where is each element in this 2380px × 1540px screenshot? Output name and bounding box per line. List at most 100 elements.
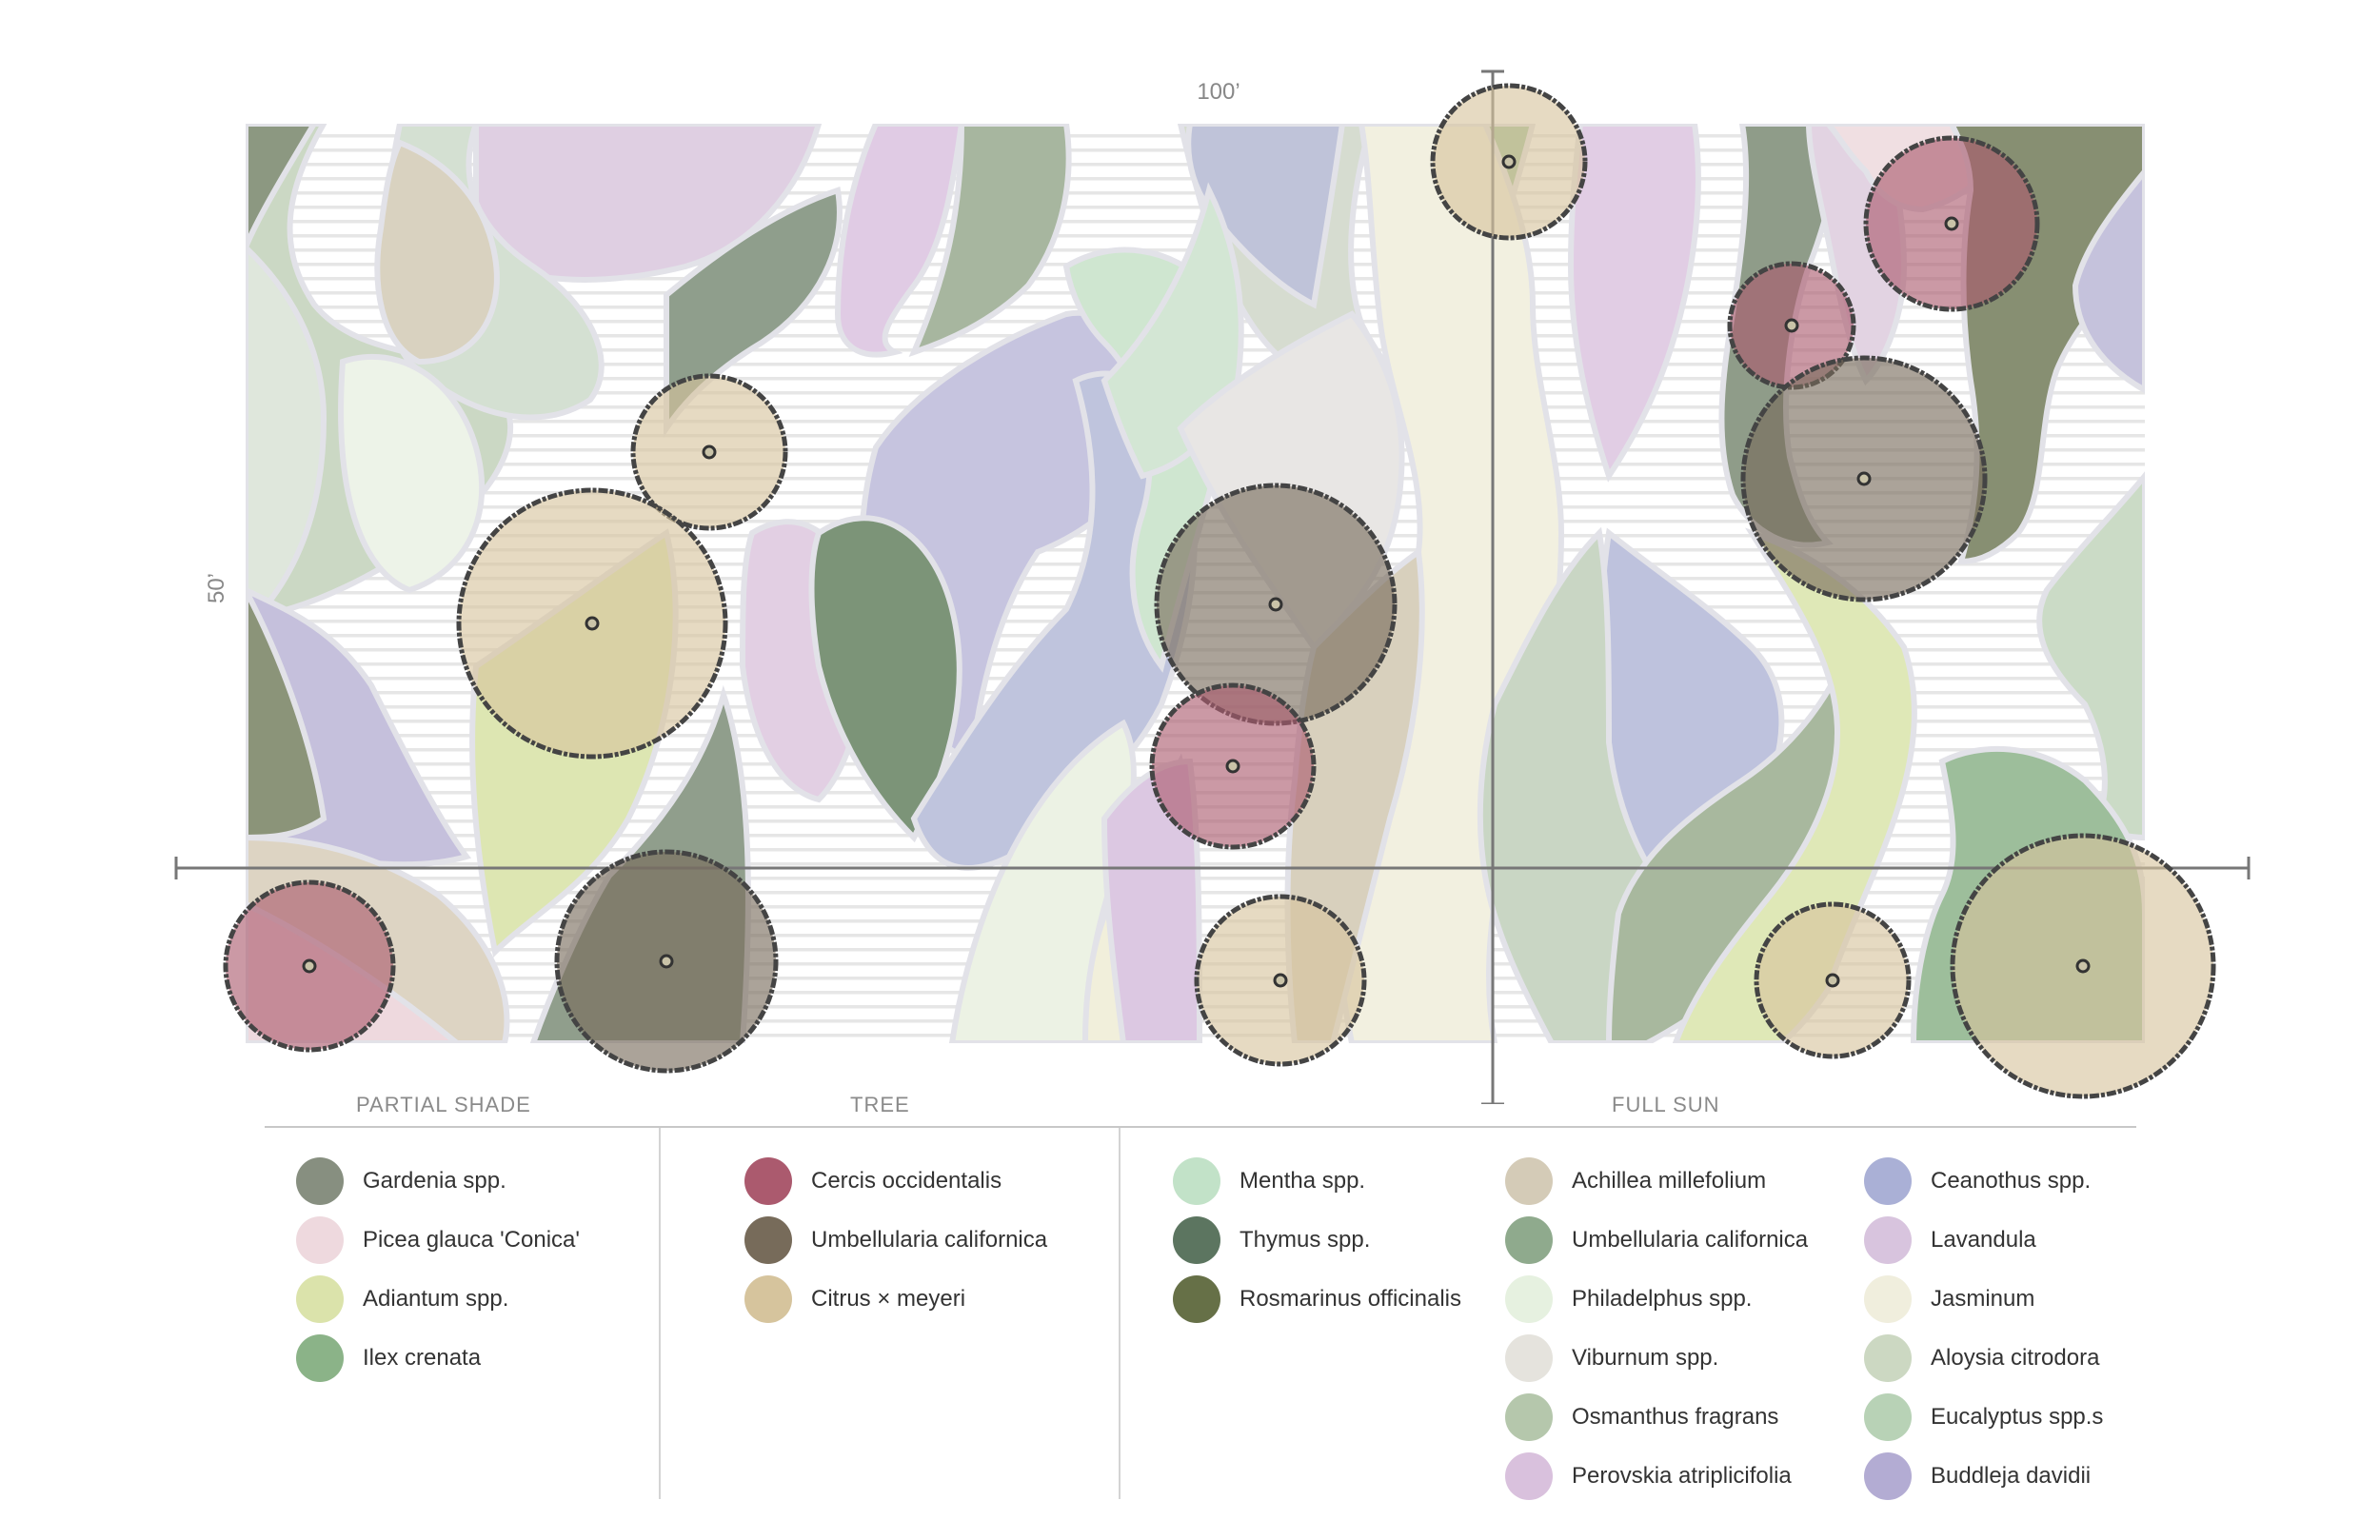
bed-philadelphus-mid [338,353,486,594]
trunk-marker [1856,471,1872,486]
legend-item: Lavandula [1864,1211,2103,1270]
legend-item: Thymus spp. [1173,1211,1461,1270]
tree-canopy [1194,894,1367,1067]
legend-label: Mentha spp. [1240,1168,1366,1194]
bed-osmanthus-top [908,124,1072,357]
legend-swatch [1505,1157,1553,1205]
legend-item: Gardenia spp. [296,1152,580,1211]
zone-label-tree: TREE [850,1093,910,1116]
legend-item: Buddleja davidii [1864,1447,2103,1506]
legend-swatch [1864,1393,1912,1441]
trunk-marker [702,444,717,460]
legend-swatch [1505,1393,1553,1441]
legend-item: Viburnum spp. [1505,1329,1808,1388]
bed-philadelphus-left [246,243,327,633]
tree-canopy [630,373,788,531]
legend-swatch [1505,1452,1553,1500]
legend-item: Cercis occidentalis [744,1152,1047,1211]
legend-swatch [1864,1452,1912,1500]
legend-swatch [1864,1275,1912,1323]
legend-label: Gardenia spp. [363,1168,506,1194]
bed-perovskia [834,124,965,358]
legend-label: Philadelphus spp. [1572,1286,1753,1312]
legend-label: Citrus × meyeri [811,1286,966,1312]
legend-full-sun-2: Achillea millefolium Umbellularia califor… [1505,1152,1808,1506]
tree-canopy [1863,135,2040,312]
legend-column-divider [659,1128,661,1499]
legend-tree: Cercis occidentalis Umbellularia californ… [744,1152,1047,1329]
legend-label: Umbellularia californica [811,1227,1048,1253]
height-dimension-label: 50’ [204,573,229,603]
trunk-marker [1225,759,1240,774]
legend-label: Perovskia atriplicifolia [1572,1463,1792,1489]
legend-swatch [1173,1275,1220,1323]
legend-swatch [1505,1275,1553,1323]
legend-item: Ilex crenata [296,1329,580,1388]
legend-item: Ceanothus spp. [1864,1152,2103,1211]
legend-label: Ilex crenata [363,1345,482,1371]
legend-item: Citrus × meyeri [744,1270,1047,1329]
legend-item: Mentha spp. [1173,1152,1461,1211]
legend-label: Aloysia citrodora [1931,1345,2100,1371]
legend-item: Umbellularia californica [1505,1211,1808,1270]
legend-label: Buddleja davidii [1931,1463,2092,1489]
legend-label: Achillea millefolium [1572,1168,1767,1194]
legend-item: Perovskia atriplicifolia [1505,1447,1808,1506]
tree-canopy [1149,682,1317,850]
legend-item: Jasminum [1864,1270,2103,1329]
tree-canopy [1740,355,1988,602]
legend-divider-rule [265,1126,2136,1128]
legend-label: Osmanthus fragrans [1572,1404,1779,1430]
legend-swatch [1505,1216,1553,1264]
tree-canopy [1727,261,1856,390]
trunk-marker [1268,597,1283,612]
tree-canopy [1154,483,1398,726]
tree-canopy [456,487,728,760]
width-dimension-label: 100’ [1197,79,1240,105]
bed-buddleja-far [2072,167,2145,394]
legend-item: Osmanthus fragrans [1505,1388,1808,1447]
trunk-marker [1944,216,1959,231]
trunk-marker [1501,154,1517,169]
trunk-marker [659,954,674,969]
zone-label-partial-shade: PARTIAL SHADE [356,1093,531,1116]
legend-label: Rosmarinus officinalis [1240,1286,1461,1312]
legend-partial-shade: Gardenia spp. Picea glauca 'Conica' Adiant… [296,1152,580,1388]
tree-canopy [223,879,396,1053]
legend-item: Eucalyptus spp.s [1864,1388,2103,1447]
legend-swatch [296,1275,344,1323]
tree-canopy [1430,83,1588,241]
zone-label-full-sun: FULL SUN [1612,1093,1720,1116]
tree-canopy [1754,901,1912,1059]
legend-swatch [1864,1216,1912,1264]
legend-item: Aloysia citrodora [1864,1329,2103,1388]
legend-swatch [1864,1157,1912,1205]
tree-canopies [223,83,2216,1099]
legend-swatch [1864,1334,1912,1382]
legend-full-sun-3: Ceanothus spp. Lavandula Jasminum Aloysia c… [1864,1152,2103,1506]
legend-label: Eucalyptus spp.s [1931,1404,2104,1430]
legend-label: Picea glauca 'Conica' [363,1227,580,1253]
legend-swatch [1173,1157,1220,1205]
legend-label: Jasminum [1931,1286,2035,1312]
legend-label: Lavandula [1931,1227,2036,1253]
legend-item: Rosmarinus officinalis [1173,1270,1461,1329]
bed-ceanothus-top [1185,124,1346,309]
legend-item: Achillea millefolium [1505,1152,1808,1211]
trunk-marker [585,616,600,631]
trunk-marker [2075,958,2091,974]
planting-plan: 100’ 50’ [174,69,2251,1104]
legend-swatch [296,1216,344,1264]
site-axes [174,69,2251,1104]
legend-label: Adiantum spp. [363,1286,509,1312]
legend-label: Umbellularia californica [1572,1227,1809,1253]
trunk-marker [302,958,317,974]
legend-swatch [744,1275,792,1323]
bed-perovskia-right [1567,124,1701,483]
tree-canopy [554,849,779,1074]
trunk-marker [1273,973,1288,988]
legend-label: Ceanothus spp. [1931,1168,2092,1194]
bed-gardenia-corner [246,124,318,249]
legend-swatch [744,1216,792,1264]
legend-label: Thymus spp. [1240,1227,1371,1253]
